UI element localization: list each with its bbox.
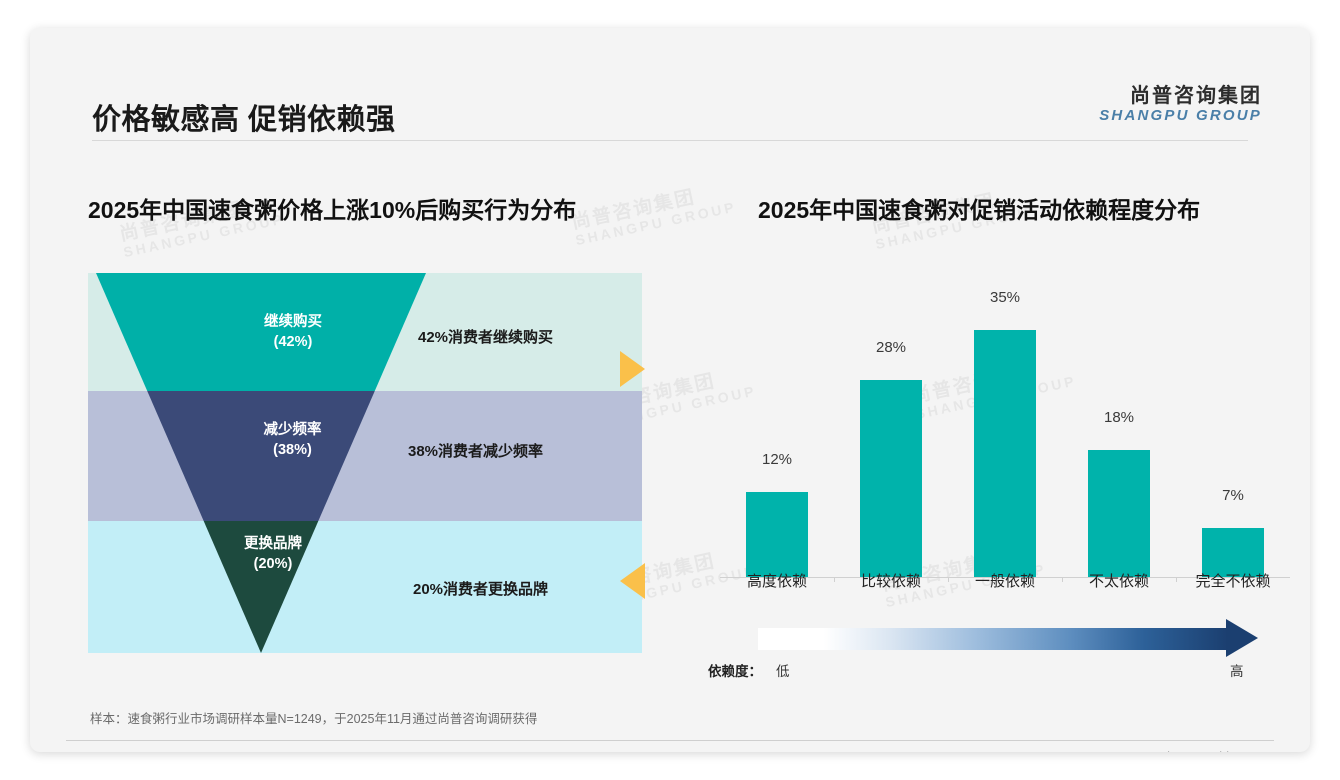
- sample-footnote: 样本：速食粥行业市场调研样本量N=1249，于2025年11月通过尚普咨询调研获…: [90, 712, 538, 726]
- funnel-annotation-1: 38%消费者减少频率: [408, 443, 544, 460]
- bar-4: [1202, 527, 1264, 577]
- bar-value-label-0: 12%: [761, 451, 793, 469]
- funnel-segment-1: [147, 391, 375, 521]
- slide-header: 价格敏感高 促销依赖强 尚普咨询集团 SHANGPU GROUP: [30, 28, 1310, 141]
- slide: 价格敏感高 促销依赖强 尚普咨询集团 SHANGPU GROUP 尚普咨询集团 …: [30, 28, 1310, 752]
- bar-chart: 12% 28% 35% 18% 7%: [720, 278, 1290, 582]
- x-axis-label-0: 高度依赖: [746, 573, 807, 590]
- legend-high-label: 高: [1230, 664, 1244, 679]
- bar-value-label-1: 28%: [875, 338, 907, 356]
- right-chart-title: 2025年中国速食粥对促销活动依赖程度分布: [758, 197, 1201, 223]
- play-triangle-right-icon: [620, 351, 645, 387]
- page-title: 价格敏感高 促销依赖强: [92, 104, 396, 136]
- play-triangle-left-icon: [620, 563, 645, 599]
- copyright-text: ©2026.1 SHANGPU GROUP: [70, 750, 232, 752]
- legend-key-label: 依赖度：: [708, 664, 762, 679]
- funnel-annotation-2: 20%消费者更换品牌: [413, 581, 549, 598]
- header-divider: [92, 140, 1248, 141]
- bar-0: [746, 492, 808, 577]
- funnel-annotation-0: 42%消费者继续购买: [418, 329, 554, 346]
- x-tick-4: [1176, 577, 1177, 582]
- bar-1: [860, 379, 922, 577]
- logo-chinese-text: 尚普咨询集团: [1130, 85, 1262, 107]
- footer-divider: [66, 740, 1274, 741]
- x-axis-label-3: 不太依赖: [1088, 573, 1149, 590]
- legend-low-label: 低: [776, 664, 790, 679]
- bar-value-label-4: 7%: [1222, 486, 1244, 504]
- funnel-graphic: [88, 273, 642, 653]
- x-tick-1: [834, 577, 835, 582]
- x-axis-label-1: 比较依赖: [860, 573, 921, 590]
- bar-2: [974, 330, 1036, 577]
- funnel-segment-label-0: 继续购买 (42%): [264, 314, 322, 350]
- bar-value-label-3: 18%: [1103, 409, 1135, 427]
- brand-logo: 尚普咨询集团 SHANGPU GROUP: [1099, 85, 1262, 124]
- watermark: 尚普咨询集团 SHANGPU GROUP: [569, 186, 738, 249]
- x-axis-label-2: 一般依赖: [974, 573, 1035, 590]
- bar-3: [1088, 450, 1150, 577]
- bar-value-label-2: 35%: [989, 289, 1021, 307]
- x-axis-line: [720, 577, 1290, 578]
- x-axis-label-4: 完全不依赖: [1195, 573, 1271, 590]
- x-tick-2: [948, 577, 949, 582]
- funnel-band-2: [88, 521, 642, 653]
- logo-english-text: SHANGPU GROUP: [1099, 106, 1262, 124]
- funnel-segment-0: [96, 273, 426, 391]
- left-chart-title: 2025年中国速食粥价格上涨10%后购买行为分布: [88, 197, 577, 223]
- funnel-chart: 继续购买 (42%) 减少频率 (38%) 更换品牌 (20%) 42%消费者继…: [88, 273, 648, 668]
- gradient-bar: [758, 628, 1228, 650]
- funnel-segment-2: [203, 521, 319, 653]
- funnel-segment-label-2: 更换品牌 (20%): [244, 536, 302, 572]
- dependency-gradient-legend: 依赖度： 低 高: [708, 619, 1278, 679]
- arrow-head-icon: [1226, 619, 1258, 657]
- website-url: www.shangpu-china.com: [1131, 750, 1270, 752]
- x-tick-3: [1062, 577, 1063, 582]
- funnel-segment-label-1: 减少频率 (38%): [263, 422, 322, 458]
